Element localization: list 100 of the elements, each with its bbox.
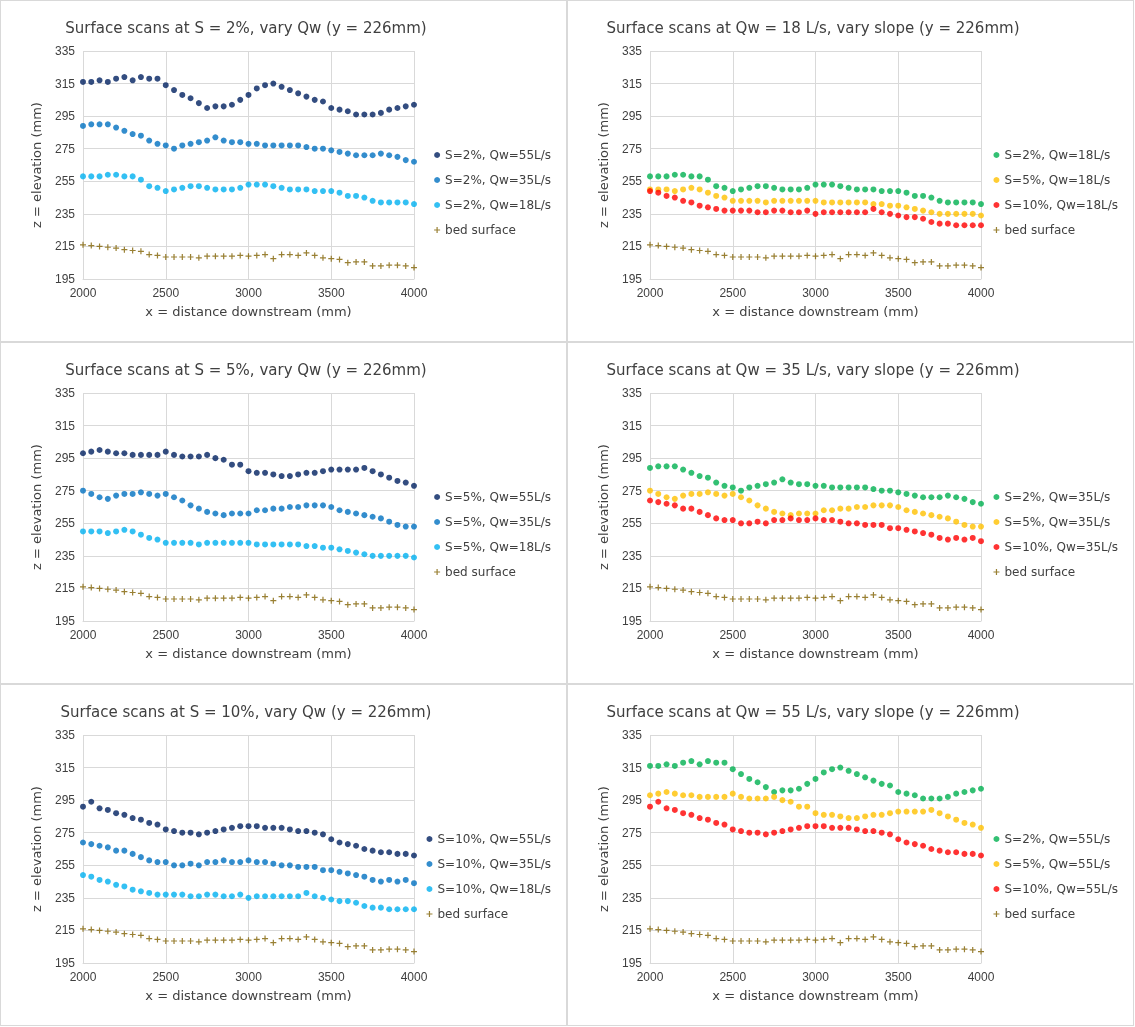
x-tick-label: 2500 [719, 970, 747, 984]
y-tick-label: 215 [54, 923, 76, 938]
legend-label: S=10%, Qw=18L/s [437, 882, 552, 896]
y-tick-label: 275 [621, 483, 643, 498]
x-tick-label: 4000 [967, 628, 995, 642]
y-tick-label: 195 [621, 614, 643, 628]
x-tick-label: 2000 [69, 286, 97, 300]
legend-label: S=2%, Qw=35L/s [445, 173, 551, 187]
legend-label: bed surface [1004, 223, 1076, 237]
y-tick-label: 195 [621, 956, 643, 970]
chart-title: Surface scans at Qw = 35 L/s, vary slope (y = 226mm) [606, 360, 1020, 379]
y-axis-title: z = elevation (mm) [29, 102, 44, 228]
y-tick-label: 235 [621, 548, 643, 563]
legend-label: S=5%, Qw=55L/s [445, 490, 551, 504]
legend-label: S=5%, Qw=55L/s [1004, 857, 1111, 871]
x-axis-title: x = distance downstream (mm) [145, 646, 352, 661]
y-tick-label: 235 [54, 206, 76, 221]
y-tick-label: 335 [54, 44, 76, 58]
x-tick-label: 3000 [802, 286, 830, 300]
y-tick-label: 235 [54, 890, 76, 905]
legend-label: S=10%, Qw=55L/s [437, 832, 552, 846]
legend-label: S=2%, Qw=55L/s [1004, 832, 1111, 846]
chart-title: Surface scans at S = 2%, vary Qw (y = 226mm) [65, 18, 427, 37]
x-tick-label: 3000 [235, 286, 263, 300]
x-axis-title: x = distance downstream (mm) [712, 646, 919, 661]
legend-label: S=5%, Qw=35L/s [445, 515, 551, 529]
y-tick-label: 275 [54, 141, 76, 156]
legend-label: S=5%, Qw=35L/s [1004, 515, 1111, 529]
x-tick-label: 4000 [967, 970, 995, 984]
y-tick-label: 215 [621, 581, 643, 596]
legend-label: S=2%, Qw=35L/s [1004, 490, 1111, 504]
y-axis-title: z = elevation (mm) [29, 444, 44, 570]
legend-label: bed surface [437, 907, 509, 921]
y-tick-label: 215 [621, 923, 643, 938]
y-tick-label: 195 [54, 614, 76, 628]
legend-label: bed surface [1004, 565, 1076, 579]
x-tick-label: 3500 [884, 970, 912, 984]
y-tick-label: 275 [621, 141, 643, 156]
legend-label: bed surface [445, 223, 516, 237]
x-tick-label: 3000 [235, 628, 263, 642]
y-tick-label: 195 [54, 956, 76, 970]
chart-title: Surface scans at S = 10%, vary Qw (y = 226mm) [60, 702, 432, 721]
y-tick-label: 335 [54, 386, 76, 400]
y-tick-label: 195 [621, 272, 643, 286]
x-axis-title: x = distance downstream (mm) [712, 304, 919, 319]
y-tick-label: 295 [54, 451, 76, 466]
legend-label: bed surface [1004, 907, 1076, 921]
x-tick-label: 2000 [69, 628, 97, 642]
y-tick-label: 295 [54, 793, 76, 808]
x-tick-label: 3000 [802, 628, 830, 642]
y-tick-label: 255 [621, 174, 643, 189]
legend-label: S=10%, Qw=18L/s [1004, 198, 1119, 212]
x-tick-label: 2500 [152, 286, 180, 300]
y-tick-label: 235 [54, 548, 76, 563]
y-tick-label: 335 [621, 386, 643, 400]
y-tick-label: 255 [621, 516, 643, 531]
y-tick-label: 275 [54, 825, 76, 840]
x-tick-label: 3500 [317, 970, 345, 984]
legend-label: bed surface [445, 565, 516, 579]
x-tick-label: 2500 [719, 286, 747, 300]
y-tick-label: 235 [621, 206, 643, 221]
x-axis-title: x = distance downstream (mm) [145, 304, 352, 319]
y-tick-label: 315 [54, 76, 76, 91]
x-tick-label: 3500 [317, 628, 345, 642]
y-tick-label: 235 [621, 890, 643, 905]
y-tick-label: 315 [621, 418, 643, 433]
chart-title: Surface scans at Qw = 18 L/s, vary slope (y = 226mm) [606, 18, 1020, 37]
y-tick-label: 335 [54, 728, 76, 742]
y-tick-label: 335 [621, 728, 643, 742]
x-tick-label: 3500 [884, 628, 912, 642]
y-tick-label: 295 [621, 451, 643, 466]
y-tick-label: 275 [621, 825, 643, 840]
y-tick-label: 295 [621, 793, 643, 808]
x-tick-label: 2500 [719, 628, 747, 642]
legend-label: S=10%, Qw=35L/s [437, 857, 552, 871]
x-tick-label: 3500 [884, 286, 912, 300]
y-axis-title: z = elevation (mm) [596, 444, 611, 570]
y-tick-label: 255 [54, 516, 76, 531]
y-tick-label: 255 [54, 858, 76, 873]
y-tick-label: 335 [621, 44, 643, 58]
y-tick-label: 315 [54, 418, 76, 433]
y-tick-label: 315 [54, 760, 76, 775]
y-axis-title: z = elevation (mm) [596, 102, 611, 228]
x-axis-title: x = distance downstream (mm) [712, 988, 919, 1003]
x-tick-label: 3500 [317, 286, 345, 300]
x-tick-label: 3000 [802, 970, 830, 984]
y-tick-label: 275 [54, 483, 76, 498]
y-tick-label: 255 [54, 174, 76, 189]
y-axis-title: z = elevation (mm) [596, 786, 611, 912]
y-axis-title: z = elevation (mm) [29, 786, 44, 912]
x-tick-label: 2500 [152, 970, 180, 984]
y-tick-label: 295 [621, 109, 643, 124]
x-axis-title: x = distance downstream (mm) [145, 988, 352, 1003]
chart-title: Surface scans at S = 5%, vary Qw (y = 226mm) [65, 360, 427, 379]
x-tick-label: 4000 [967, 286, 995, 300]
legend-label: S=2%, Qw=18L/s [1004, 148, 1111, 162]
y-tick-label: 215 [621, 239, 643, 254]
y-tick-label: 315 [621, 760, 643, 775]
y-tick-label: 255 [621, 858, 643, 873]
x-tick-label: 2000 [636, 628, 664, 642]
